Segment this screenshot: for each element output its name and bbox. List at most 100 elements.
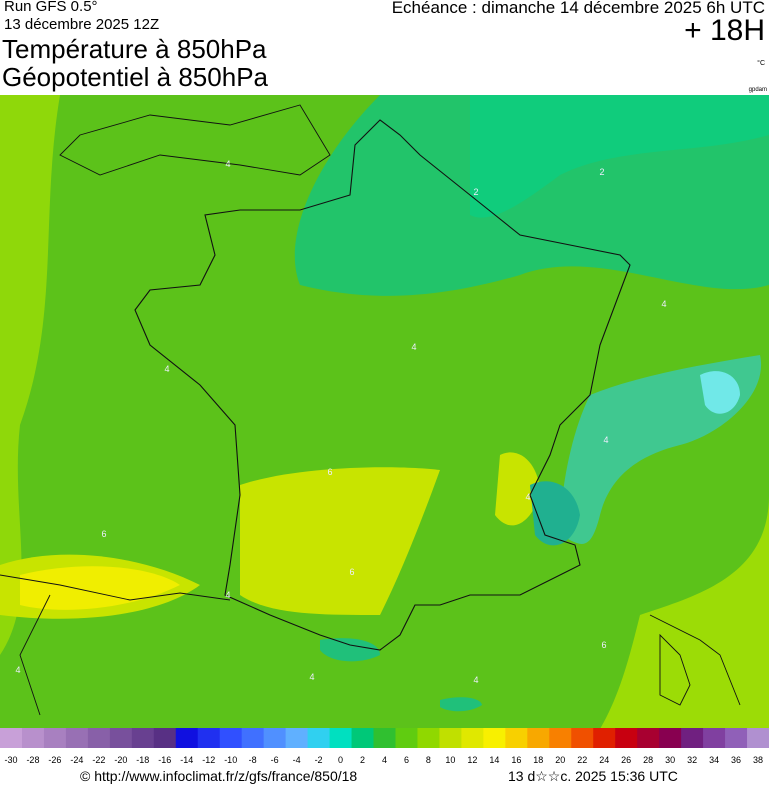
- scale-swatch: [549, 728, 572, 748]
- scale-tick-label: -12: [202, 755, 215, 765]
- scale-tick-label: 18: [533, 755, 543, 765]
- scale-swatch: [615, 728, 638, 748]
- scale-swatch: [681, 728, 704, 748]
- scale-swatch: [351, 728, 375, 748]
- scale-tick-label: -8: [249, 755, 257, 765]
- zone-warm-se: [600, 495, 769, 729]
- contour-label: 4: [661, 299, 666, 309]
- valid-time: Echéance : dimanche 14 décembre 2025 6h …: [391, 0, 765, 17]
- run-date: 13 décembre 2025 12Z: [4, 16, 160, 33]
- scale-swatch: [637, 728, 660, 748]
- scale-tick-label: 28: [643, 755, 653, 765]
- scale-tick-label: -28: [26, 755, 39, 765]
- scale-tick-label: -10: [224, 755, 237, 765]
- zone-warm-west: [0, 95, 60, 655]
- zone-cold-core: [470, 95, 769, 218]
- scale-swatch: [21, 728, 45, 748]
- scale-tick-label: 24: [599, 755, 609, 765]
- scale-swatch: [43, 728, 67, 748]
- map: 4 2 2 4 4 4 6 6 6 4 4 6 4 4 4 4: [0, 95, 769, 729]
- unit: °C: [757, 60, 765, 67]
- scale-tick-label: -30: [4, 755, 17, 765]
- contour-label: 4: [525, 492, 530, 502]
- scale-tick-label: 4: [382, 755, 387, 765]
- scale-swatch: [593, 728, 616, 748]
- scale-tick-label: -2: [315, 755, 323, 765]
- scale-swatch: [241, 728, 265, 748]
- scale-swatch: [131, 728, 155, 748]
- scale-tick-label: -6: [271, 755, 279, 765]
- france-outline: [134, 119, 631, 651]
- timestamp: 13 d☆☆c. 2025 15:36 UTC: [508, 768, 678, 784]
- scale-swatch: [373, 728, 396, 748]
- england-coast: [59, 104, 331, 176]
- scale-tick-label: 0: [338, 755, 343, 765]
- scale-swatch: [527, 728, 550, 748]
- scale-swatch: [87, 728, 111, 748]
- scale-swatch: [505, 728, 528, 748]
- scale-swatch: [659, 728, 682, 748]
- contour-label: 6: [601, 640, 606, 650]
- scale-swatch: [197, 728, 221, 748]
- scale-swatch: [483, 728, 506, 748]
- scale-tick-label: -24: [70, 755, 83, 765]
- zone-yellow-east: [495, 452, 540, 526]
- zone-yellow-sw: [240, 467, 440, 615]
- contour-label: 4: [225, 590, 230, 600]
- scale-swatch: [439, 728, 462, 748]
- scale-tick-label: 12: [467, 755, 477, 765]
- scale-tick-label: 16: [511, 755, 521, 765]
- scale-swatch: [395, 728, 418, 748]
- contour-label: 6: [327, 467, 332, 477]
- contour-label: 2: [473, 187, 478, 197]
- contour-label: 2: [599, 167, 604, 177]
- contour-label: 4: [603, 435, 608, 445]
- scale-swatch: [307, 728, 331, 748]
- spain-coast: [0, 574, 231, 716]
- scale-tick-label: 32: [687, 755, 697, 765]
- scale-tick-label: 36: [731, 755, 741, 765]
- scale-tick-label: -16: [158, 755, 171, 765]
- scale-tick-label: 8: [426, 755, 431, 765]
- contour-label: 6: [349, 567, 354, 577]
- contour-label: 4: [15, 665, 20, 675]
- scale-swatch: [417, 728, 440, 748]
- scale-swatch: [329, 728, 353, 748]
- scale-swatch: [461, 728, 484, 748]
- scale-swatch: [747, 728, 769, 748]
- scale-tick-label: -14: [180, 755, 193, 765]
- contour-label: 6: [101, 529, 106, 539]
- scale-tick-label: -22: [92, 755, 105, 765]
- scale-tick-label: 2: [360, 755, 365, 765]
- scale-swatch: [175, 728, 199, 748]
- zone-pyrenees: [320, 638, 380, 662]
- scale-tick-label: 6: [404, 755, 409, 765]
- scale-tick-label: 20: [555, 755, 565, 765]
- scale-tick-label: 14: [489, 755, 499, 765]
- scale-tick-label: 34: [709, 755, 719, 765]
- scale-tick-label: -20: [114, 755, 127, 765]
- title: Température à 850hPa: [2, 34, 267, 64]
- scale-swatch: [0, 728, 23, 748]
- run-label: Run GFS 0.5°: [4, 0, 98, 15]
- unit2: gpdam: [748, 87, 767, 93]
- scale-swatch: [153, 728, 177, 748]
- contour-label: 4: [411, 342, 416, 352]
- zone-alps-cold: [700, 371, 740, 414]
- contour-label: 4: [309, 672, 314, 682]
- scale-tick-label: -4: [293, 755, 301, 765]
- scale-tick-label: 10: [445, 755, 455, 765]
- scale-tick-label: -18: [136, 755, 149, 765]
- scale-swatch: [219, 728, 243, 748]
- scale-swatch: [263, 728, 287, 748]
- scale-swatch: [65, 728, 89, 748]
- scale-tick-label: 30: [665, 755, 675, 765]
- scale-tick-label: 26: [621, 755, 631, 765]
- italy-corsica-coast: [649, 614, 741, 706]
- zone-sea-cold: [440, 697, 482, 712]
- scale-swatch: [285, 728, 309, 748]
- lead-time: + 18H: [684, 14, 765, 47]
- source-url: © http://www.infoclimat.fr/z/gfs/france/…: [80, 768, 358, 784]
- scale-swatch: [109, 728, 133, 748]
